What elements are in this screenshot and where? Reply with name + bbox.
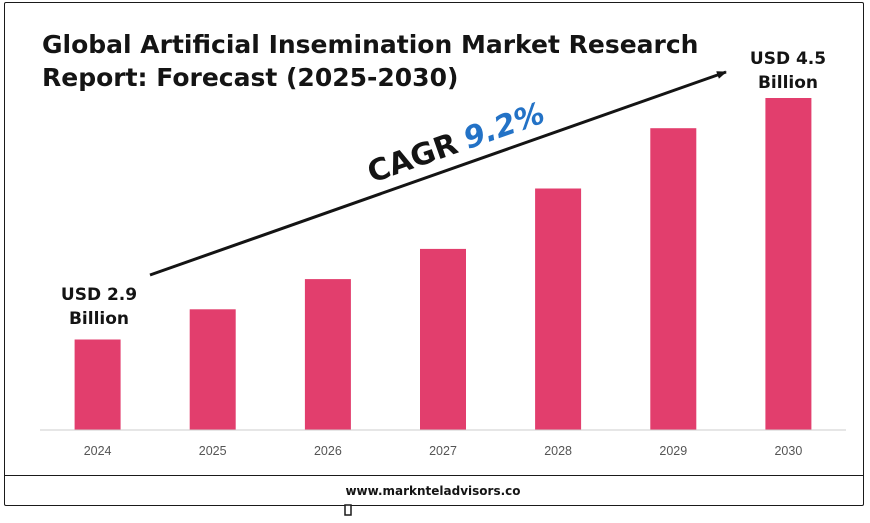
x-tick-2029: 2029: [659, 444, 687, 458]
bar-2029: [650, 128, 697, 430]
bar-2026: [304, 279, 351, 430]
x-tick-2030: 2030: [774, 444, 802, 458]
x-tick-2028: 2028: [544, 444, 572, 458]
chart-title-line-2: Report: Forecast (2025-2030): [42, 63, 458, 92]
end-value-label-line-2: Billion: [758, 73, 818, 93]
bar-2025: [189, 309, 236, 430]
bar-2027: [420, 248, 466, 430]
website-url: www.marknteladvisors.co: [345, 484, 520, 498]
x-tick-2027: 2027: [429, 444, 457, 458]
end-value-label-line-1: USD 4.5: [750, 49, 826, 69]
cagr-trend-arrow: [149, 70, 727, 277]
footer-divider: [5, 475, 863, 476]
chart-frame: [4, 2, 864, 506]
chart-title-line-1: Global Artificial Insemination Market Re…: [42, 30, 698, 59]
footer-connector-mark: [344, 504, 352, 516]
x-tick-2024: 2024: [84, 444, 112, 458]
start-value-label-line-2: Billion: [69, 309, 129, 329]
bar-2030: [765, 98, 812, 430]
bars-group: [74, 98, 812, 430]
bar-2024: [74, 339, 121, 430]
x-axis-ticks: 2024 2025 2026 2027 2028 2029 2030: [84, 444, 803, 458]
x-tick-2025: 2025: [199, 444, 227, 458]
bar-2028: [535, 188, 582, 430]
start-value-label-line-1: USD 2.9: [61, 285, 137, 305]
cagr-value: 9.2%: [459, 96, 549, 157]
x-tick-2026: 2026: [314, 444, 342, 458]
